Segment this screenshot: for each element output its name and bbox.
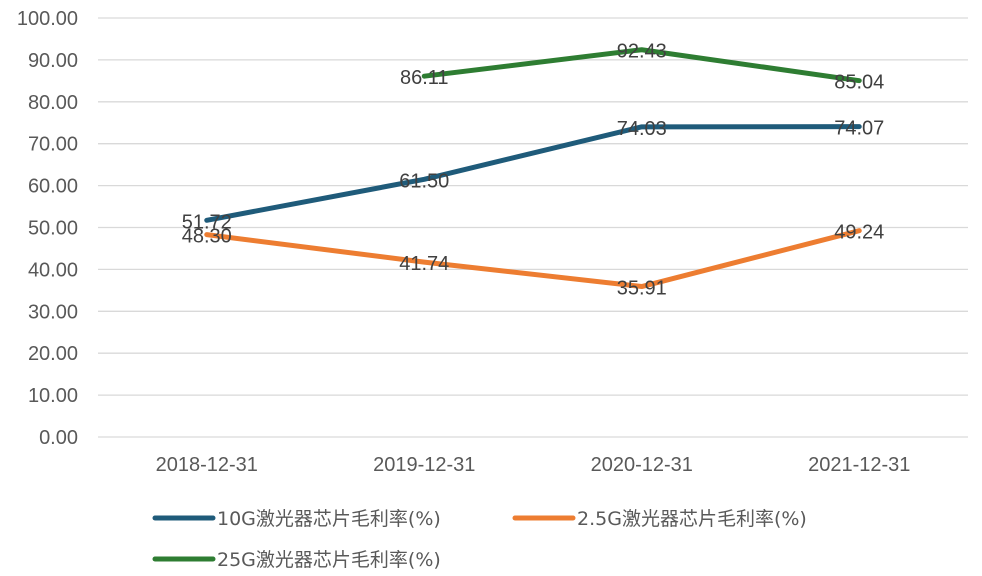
y-tick-label: 60.00 — [28, 176, 78, 198]
data-label: 51.72 — [182, 211, 232, 233]
y-tick-label: 90.00 — [28, 50, 78, 72]
y-tick-label: 40.00 — [28, 259, 78, 281]
data-label: 85.04 — [834, 72, 884, 94]
data-label: 74.03 — [617, 118, 667, 140]
legend-item: 25G激光器芯片毛利率(%) — [152, 549, 441, 571]
y-tick-label: 50.00 — [28, 218, 78, 240]
y-tick-label: 30.00 — [28, 301, 78, 323]
legend-label: 2.5G激光器芯片毛利率(%) — [577, 508, 807, 530]
x-tick-label: 2019-12-31 — [373, 454, 475, 476]
data-label: 86.11 — [400, 67, 449, 89]
series-line — [421, 47, 862, 84]
legend-label: 25G激光器芯片毛利率(%) — [217, 549, 441, 571]
data-label: 74.07 — [834, 118, 884, 140]
y-tick-label: 100.00 — [17, 8, 78, 30]
series-line — [204, 124, 862, 223]
data-label: 41.74 — [399, 253, 449, 275]
y-tick-label: 70.00 — [28, 134, 78, 156]
y-tick-label: 20.00 — [28, 343, 78, 365]
y-tick-label: 10.00 — [28, 385, 78, 407]
data-label: 61.50 — [399, 170, 449, 192]
y-tick-label: 80.00 — [28, 92, 78, 114]
data-label: 92.43 — [617, 41, 667, 63]
data-label: 35.91 — [617, 278, 667, 300]
series-line — [204, 228, 862, 290]
legend-item: 10G激光器芯片毛利率(%) — [152, 508, 441, 530]
legend: 10G激光器芯片毛利率(%) 2.5G激光器芯片毛利率(%) 25G激光器芯片毛利率… — [152, 508, 807, 571]
x-tick-label: 2020-12-31 — [591, 454, 693, 476]
y-tick-label: 0.00 — [39, 427, 78, 449]
y-axis: 0.00 10.00 20.00 30.00 40.00 50.00 60.00 70.00 8… — [17, 8, 78, 449]
data-label: 48.30 — [182, 226, 232, 248]
x-axis: 2018-12-31 2019-12-31 2020-12-31 2021-12-31 — [156, 454, 911, 476]
data-label: 49.24 — [834, 222, 884, 244]
gridlines — [98, 17, 968, 438]
x-tick-label: 2018-12-31 — [156, 454, 258, 476]
series-lines — [204, 47, 862, 290]
legend-label: 10G激光器芯片毛利率(%) — [217, 508, 441, 530]
data-labels: 51.72 61.50 74.03 74.07 48.30 41.74 35.91 49.24… — [182, 41, 885, 300]
legend-item: 2.5G激光器芯片毛利率(%) — [512, 508, 807, 530]
x-tick-label: 2021-12-31 — [808, 454, 910, 476]
